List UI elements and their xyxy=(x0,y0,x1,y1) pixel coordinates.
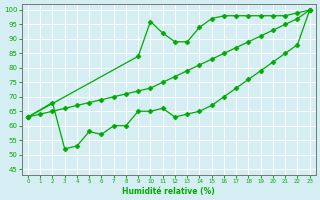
X-axis label: Humidité relative (%): Humidité relative (%) xyxy=(123,187,215,196)
